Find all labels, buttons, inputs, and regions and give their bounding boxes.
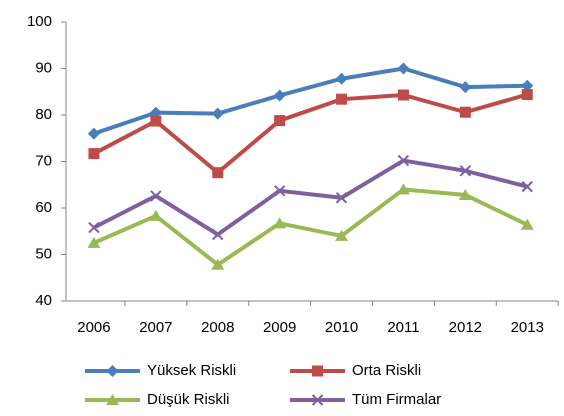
x-tick-label: 2009: [263, 319, 296, 336]
x-tick-label: 2013: [511, 319, 544, 336]
series-line: [93, 92, 528, 176]
series-line: [93, 187, 529, 268]
y-tick-label: 100: [27, 13, 52, 30]
marker: [459, 81, 472, 94]
marker: [273, 185, 286, 197]
x-tick-label: 2011: [387, 319, 419, 336]
legend-label: Tüm Firmalar: [352, 391, 441, 408]
marker: [212, 167, 224, 179]
marker: [397, 89, 409, 101]
marker: [106, 365, 119, 377]
x-tick-label: 2008: [201, 319, 234, 336]
marker: [459, 165, 472, 177]
marker: [335, 229, 349, 241]
marker: [397, 154, 410, 167]
series-line: [93, 66, 528, 136]
marker: [521, 180, 533, 193]
marker: [520, 218, 534, 230]
marker: [211, 258, 225, 270]
marker: [150, 190, 162, 202]
y-tick-label: 50: [35, 245, 52, 262]
y-tick-label: 90: [35, 59, 52, 76]
marker: [274, 115, 286, 127]
marker: [397, 62, 410, 75]
legend-label: Düşük Riskli: [147, 391, 230, 408]
y-tick-label: 60: [35, 199, 52, 216]
marker: [335, 72, 348, 85]
legend-label: Yüksek Riskli: [147, 362, 236, 379]
marker: [312, 365, 323, 377]
marker: [87, 236, 101, 248]
x-tick-label: 2010: [325, 319, 358, 336]
x-tick-label: 2006: [77, 319, 110, 336]
marker: [273, 217, 287, 229]
marker: [211, 107, 224, 120]
legend-label: Orta Riskli: [352, 362, 421, 379]
y-tick-label: 80: [35, 106, 52, 123]
x-tick-label: 2012: [449, 319, 482, 336]
marker: [212, 228, 224, 241]
marker: [106, 394, 119, 405]
marker: [335, 192, 348, 204]
series-line: [93, 158, 528, 237]
y-tick-label: 40: [35, 292, 52, 309]
marker: [521, 79, 534, 92]
marker: [521, 89, 533, 101]
marker: [88, 148, 100, 160]
marker: [87, 127, 100, 140]
x-tick-label: 2007: [139, 319, 172, 336]
marker: [336, 93, 348, 105]
marker: [273, 89, 286, 102]
y-tick-label: 70: [35, 152, 52, 169]
marker: [458, 188, 472, 200]
marker: [88, 221, 100, 234]
marker: [459, 106, 471, 118]
marker: [396, 183, 410, 195]
marker: [311, 394, 324, 406]
marker: [149, 209, 163, 221]
marker: [150, 115, 162, 127]
